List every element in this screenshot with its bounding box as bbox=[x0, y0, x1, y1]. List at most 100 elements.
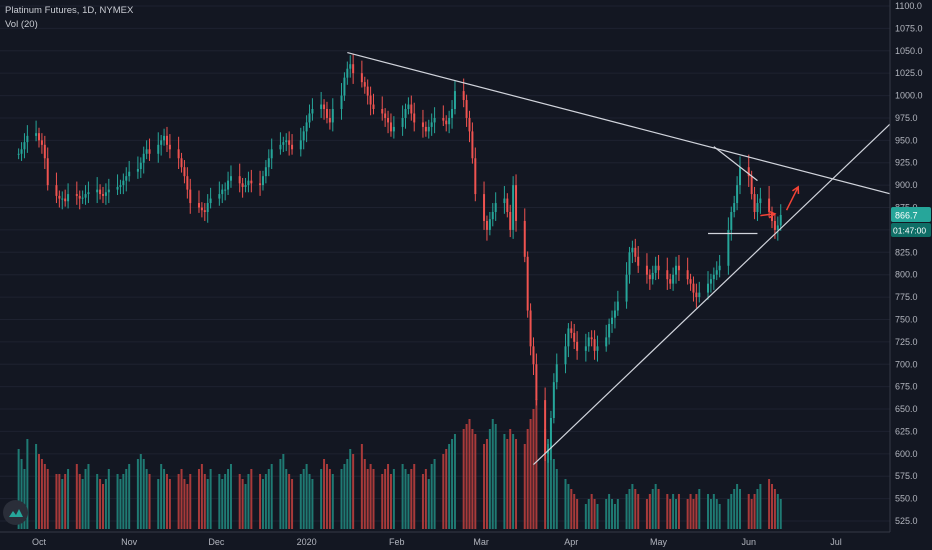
volume-bar bbox=[64, 474, 67, 529]
volume-bar bbox=[229, 464, 232, 529]
volume-bar bbox=[634, 489, 637, 529]
candle-body bbox=[35, 133, 38, 136]
volume-bar bbox=[328, 469, 331, 529]
volume-bar bbox=[43, 464, 46, 529]
candle-body bbox=[328, 117, 331, 123]
volume-bar bbox=[369, 464, 372, 529]
volume-bar bbox=[616, 499, 619, 529]
volume-bar bbox=[46, 469, 49, 529]
candle-body bbox=[168, 144, 171, 150]
volume-bar bbox=[343, 464, 346, 529]
candle-body bbox=[311, 109, 314, 114]
y-tick-label: 525.0 bbox=[895, 516, 918, 526]
y-tick-label: 750.0 bbox=[895, 314, 918, 324]
volume-bar bbox=[244, 484, 247, 529]
volume-bar bbox=[197, 469, 200, 529]
candle-body bbox=[596, 346, 599, 351]
candle-body bbox=[512, 185, 515, 230]
candle-body bbox=[58, 195, 61, 199]
candle-body bbox=[279, 144, 282, 150]
candle-body bbox=[387, 117, 390, 123]
volume-bar bbox=[302, 469, 305, 529]
volume-bar bbox=[462, 429, 465, 529]
candle-body bbox=[200, 207, 203, 211]
volume-bar bbox=[596, 504, 599, 529]
candle-body bbox=[727, 229, 730, 266]
candle-body bbox=[325, 109, 328, 118]
volume-bar bbox=[363, 459, 366, 529]
candle-body bbox=[372, 104, 375, 109]
volume-bar bbox=[264, 474, 267, 529]
volume-bar bbox=[509, 429, 512, 529]
volume-bar bbox=[747, 494, 750, 529]
volume-bar bbox=[279, 459, 282, 529]
volume-bar bbox=[768, 479, 771, 529]
volume-bar bbox=[26, 439, 29, 529]
candle-body bbox=[61, 198, 64, 200]
volume-bar bbox=[360, 444, 363, 529]
candle-body bbox=[46, 158, 49, 186]
arrow-head-icon bbox=[792, 185, 800, 194]
candle-body bbox=[471, 131, 474, 159]
volume-bar bbox=[168, 479, 171, 529]
candle-body bbox=[715, 270, 718, 275]
volume-bar bbox=[101, 484, 104, 529]
candle-body bbox=[462, 91, 465, 101]
volume-bar bbox=[715, 499, 718, 529]
candle-body bbox=[445, 120, 448, 125]
candle-body bbox=[433, 117, 436, 123]
volume-bar bbox=[669, 499, 672, 529]
candle-body bbox=[736, 185, 739, 204]
y-tick-label: 550.0 bbox=[895, 494, 918, 504]
candle-body bbox=[637, 256, 640, 266]
volume-bar bbox=[384, 469, 387, 529]
volume-bar bbox=[637, 494, 640, 529]
y-tick-label: 975.0 bbox=[895, 113, 918, 123]
y-tick-label: 575.0 bbox=[895, 471, 918, 481]
candle-body bbox=[197, 203, 200, 208]
volume-bar bbox=[552, 459, 555, 529]
volume-bar bbox=[407, 474, 410, 529]
volume-bar bbox=[448, 444, 451, 529]
volume-bar bbox=[707, 494, 710, 529]
volume-bar bbox=[404, 469, 407, 529]
volume-bar bbox=[221, 479, 224, 529]
x-tick-label: 2020 bbox=[297, 537, 317, 547]
volume-bar bbox=[218, 474, 221, 529]
trend-line bbox=[533, 108, 907, 466]
x-tick-label: Nov bbox=[121, 537, 138, 547]
candle-body bbox=[666, 270, 669, 280]
candle-body bbox=[282, 142, 285, 145]
volume-bar bbox=[564, 479, 567, 529]
tradingview-logo-icon[interactable] bbox=[3, 500, 28, 525]
candle-body bbox=[698, 292, 701, 298]
candle-body bbox=[645, 265, 648, 275]
volume-bar bbox=[401, 464, 404, 529]
y-tick-label: 950.0 bbox=[895, 135, 918, 145]
candle-body bbox=[608, 323, 611, 338]
volume-bar bbox=[773, 489, 776, 529]
volume-bar bbox=[142, 459, 145, 529]
candle-body bbox=[634, 247, 637, 257]
candle-body bbox=[122, 180, 125, 186]
price-candles bbox=[17, 53, 782, 463]
volume-bar bbox=[709, 499, 712, 529]
candle-body bbox=[267, 158, 270, 168]
candle-body bbox=[773, 220, 776, 230]
candle-body bbox=[288, 140, 291, 145]
volume-bar bbox=[299, 474, 302, 529]
volume-bar bbox=[605, 499, 608, 529]
y-tick-label: 800.0 bbox=[895, 270, 918, 280]
volume-bar bbox=[238, 474, 241, 529]
candle-body bbox=[104, 192, 107, 196]
volume-bar bbox=[666, 494, 669, 529]
candle-body bbox=[305, 122, 308, 132]
price-tag: 866.7 01:47:00 bbox=[891, 206, 931, 237]
volume-bar bbox=[352, 454, 355, 529]
x-tick-label: Feb bbox=[389, 537, 405, 547]
candle-body bbox=[689, 279, 692, 284]
candle-body bbox=[404, 109, 407, 118]
drawing-annotations bbox=[347, 51, 907, 466]
volume-bar bbox=[381, 474, 384, 529]
